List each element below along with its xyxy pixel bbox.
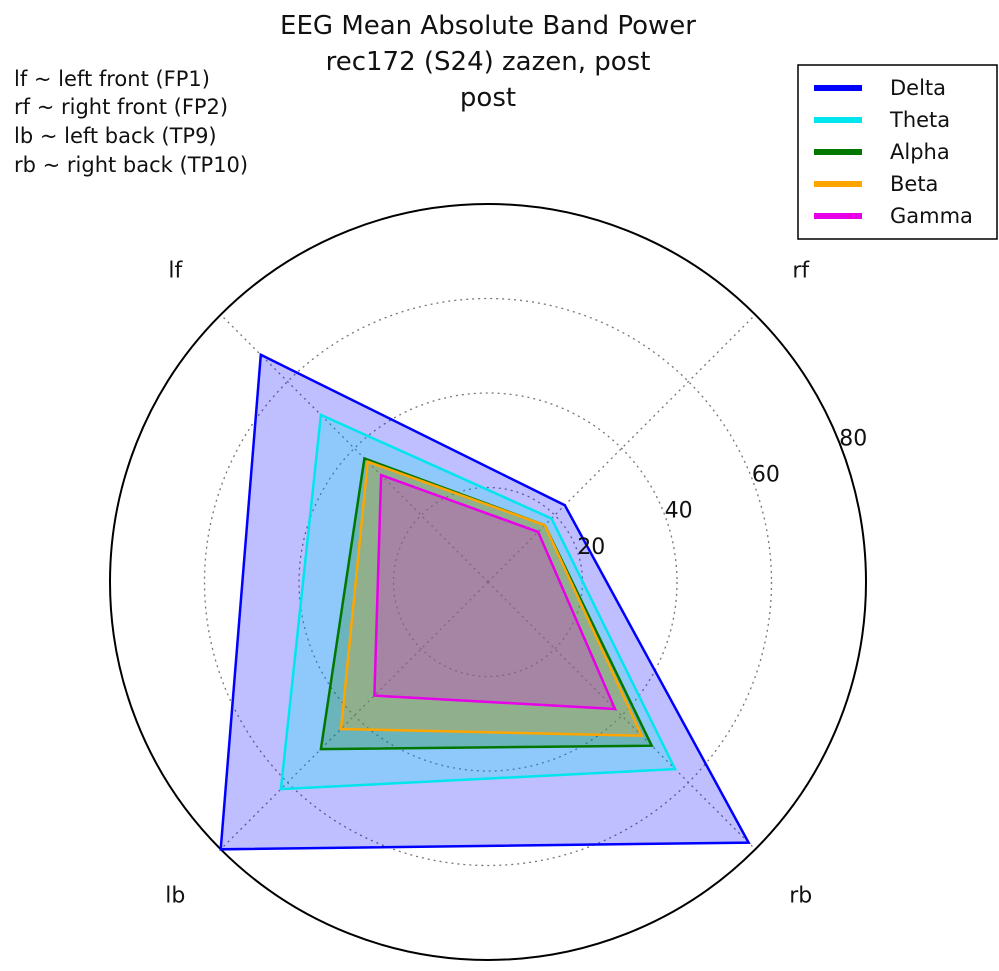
note-rf: rf ~ right front (FP2) bbox=[14, 95, 228, 119]
title-line-2: rec172 (S24) zazen, post bbox=[326, 47, 651, 77]
tick-label-20: 20 bbox=[577, 535, 605, 560]
title-line-1: EEG Mean Absolute Band Power bbox=[280, 11, 696, 41]
legend-label-theta: Theta bbox=[889, 108, 950, 132]
series-gamma-polygon bbox=[373, 473, 617, 711]
axis-label-lb: lb bbox=[165, 884, 185, 909]
polar-outer-circle bbox=[109, 203, 867, 961]
note-lb: lb ~ left back (TP9) bbox=[14, 124, 217, 148]
series-polygons bbox=[219, 352, 751, 851]
legend-label-alpha: Alpha bbox=[890, 140, 950, 164]
axis-labels: lf rf rb lb bbox=[165, 258, 812, 908]
chart-title: EEG Mean Absolute Band Power rec172 (S24… bbox=[280, 11, 696, 113]
tick-label-40: 40 bbox=[665, 499, 693, 524]
grid-circle-40 bbox=[298, 392, 678, 772]
note-lf: lf ~ left front (FP1) bbox=[14, 67, 210, 91]
legend-label-gamma: Gamma bbox=[890, 204, 973, 228]
legend-label-delta: Delta bbox=[890, 76, 946, 100]
legend: Delta Theta Alpha Beta Gamma bbox=[797, 64, 998, 240]
series-delta-polygon bbox=[219, 352, 751, 851]
grid-circle-60 bbox=[203, 297, 773, 867]
series-beta-polygon bbox=[339, 459, 644, 737]
tick-label-80: 80 bbox=[839, 426, 867, 451]
note-rb: rb ~ right back (TP10) bbox=[14, 153, 248, 177]
axis-label-rf: rf bbox=[792, 258, 810, 283]
legend-label-beta: Beta bbox=[890, 172, 938, 196]
tick-label-60: 60 bbox=[752, 463, 780, 488]
channel-notes: lf ~ left front (FP1) rf ~ right front (… bbox=[14, 67, 248, 177]
radial-tick-labels: 20 40 60 80 bbox=[577, 426, 867, 559]
title-line-3: post bbox=[460, 83, 516, 113]
axis-label-lf: lf bbox=[168, 258, 183, 283]
axis-label-rb: rb bbox=[789, 884, 812, 909]
